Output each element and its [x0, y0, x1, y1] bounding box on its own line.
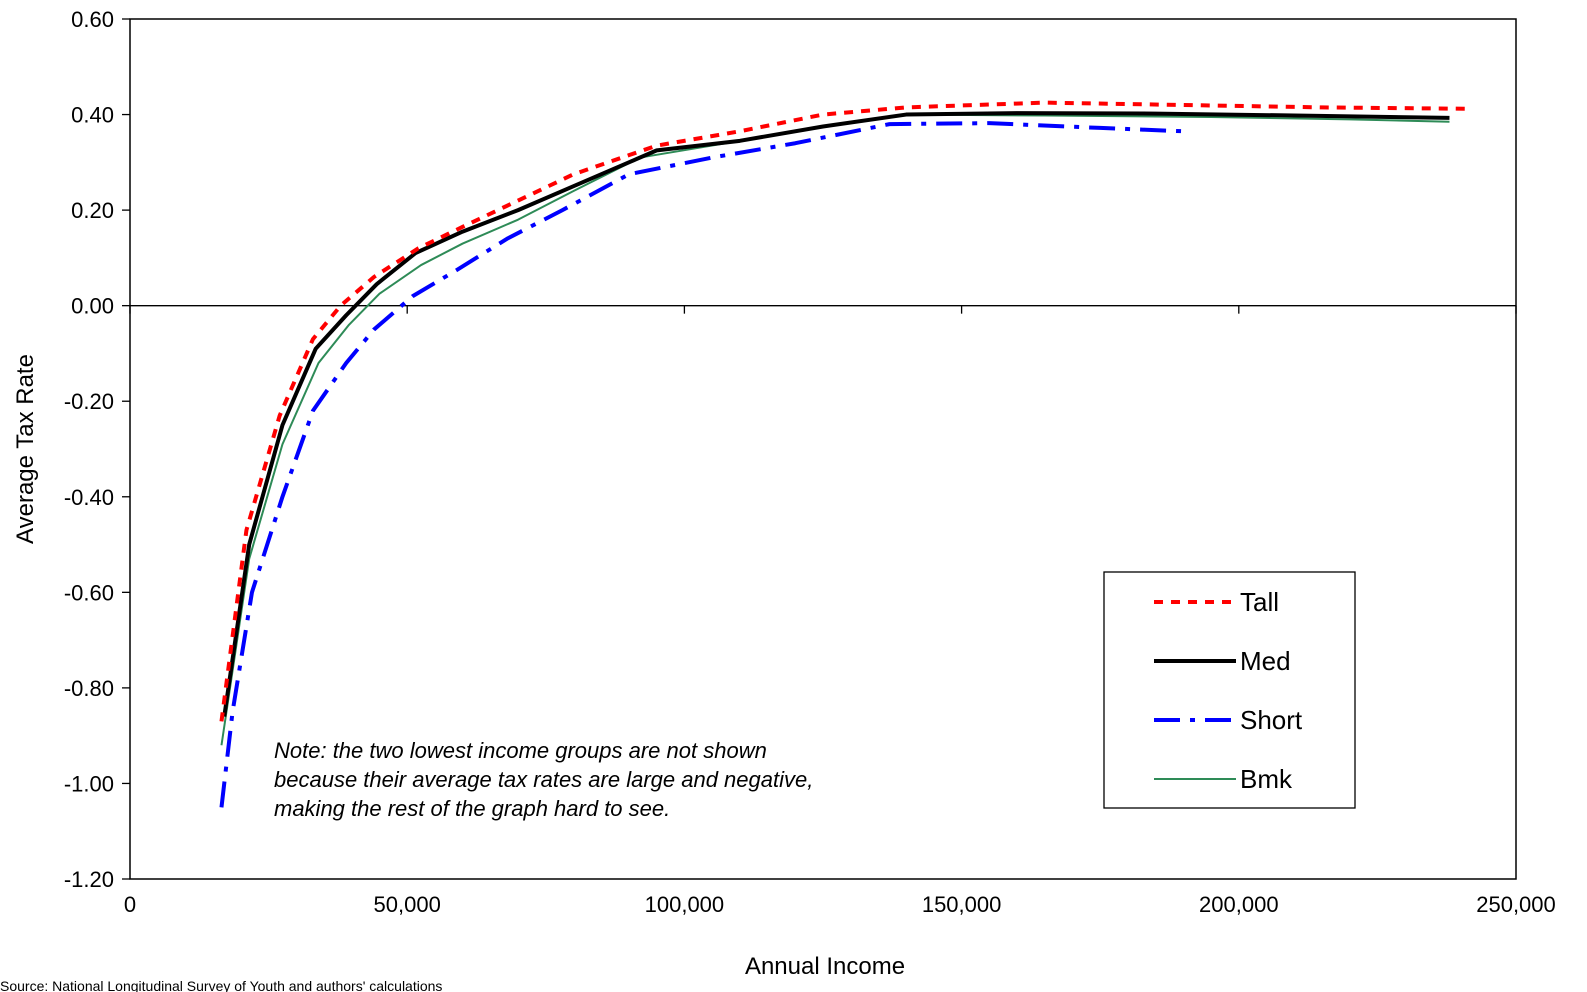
y-tick-label: -0.20 [64, 389, 114, 414]
y-tick-label: -1.00 [64, 771, 114, 796]
legend-label-med: Med [1240, 646, 1291, 676]
y-tick-label: -0.80 [64, 676, 114, 701]
y-tick-label: 0.40 [71, 103, 114, 128]
x-tick-label: 50,000 [374, 892, 441, 917]
y-axis-title: Average Tax Rate [12, 354, 39, 544]
legend-label-tall: Tall [1240, 587, 1279, 617]
series-line-med [222, 111, 1450, 717]
x-tick-label: 150,000 [922, 892, 1002, 917]
source-note: Source: National Longitudinal Survey of … [0, 978, 442, 992]
legend: Tall Med Short Bmk [1103, 571, 1356, 809]
x-tick-label: 0 [124, 892, 136, 917]
chart-annotation: Note: the two lowest income groups are n… [274, 738, 814, 821]
series-layer [219, 100, 1472, 808]
y-tick-label: 0.20 [71, 198, 114, 223]
series-line-bmk [220, 113, 1450, 746]
y-tick-label: -0.60 [64, 580, 114, 605]
legend-label-short: Short [1240, 705, 1303, 735]
x-tick-label: 100,000 [645, 892, 725, 917]
y-tick-label: 0.60 [71, 7, 114, 32]
y-tick-label: -1.20 [64, 867, 114, 892]
x-tick-label: 250,000 [1476, 892, 1556, 917]
legend-label-bmk: Bmk [1240, 764, 1293, 794]
y-axis-ticks: 0.60 0.40 0.20 0.00 -0.20 -0.40 -0.60 -0.80 -1.0… [64, 7, 130, 892]
y-tick-label: 0.00 [71, 294, 114, 319]
x-axis-title: Annual Income [745, 953, 905, 980]
series-line-tall [219, 100, 1472, 722]
x-axis-ticks: 0 50,000 100,000 150,000 200,000 250,000 [124, 305, 1556, 917]
series-line-short [219, 121, 1184, 808]
x-tick-label: 200,000 [1199, 892, 1279, 917]
legend-box [1103, 571, 1356, 809]
y-tick-label: -0.40 [64, 485, 114, 510]
